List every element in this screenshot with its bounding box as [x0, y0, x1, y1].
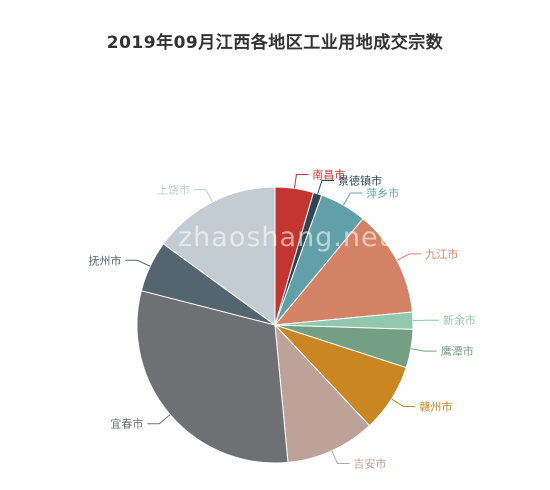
label-line-6 — [391, 398, 416, 407]
chart-title: 2019年09月江西各地区工业用地成交宗数 — [106, 33, 444, 53]
slice-label-5: 鹰潭市 — [441, 344, 474, 358]
label-line-7 — [331, 450, 350, 465]
slice-label-9: 抚州市 — [88, 253, 121, 267]
slice-label-6: 赣州市 — [419, 399, 452, 413]
label-line-10 — [193, 189, 213, 203]
slice-label-0: 南昌市 — [312, 168, 345, 182]
slice-label-1: 景德镇市 — [338, 173, 382, 187]
slice-label-7: 吉安市 — [354, 457, 387, 471]
slice-label-10: 上饶市 — [157, 183, 190, 197]
label-line-0 — [293, 174, 309, 189]
pie-slice-10[interactable] — [162, 186, 276, 326]
label-line-1 — [317, 179, 334, 194]
slice-label-2: 萍乡市 — [366, 186, 399, 200]
label-line-2 — [342, 192, 363, 206]
label-line-5 — [410, 348, 437, 352]
label-line-9 — [125, 259, 151, 267]
slice-label-3: 九江市 — [425, 247, 458, 261]
watermark: zhaoshang.net — [178, 222, 391, 253]
pie-slice-8[interactable] — [136, 290, 289, 464]
slice-label-4: 新余市 — [443, 313, 476, 327]
slice-label-8: 宜春市 — [110, 417, 143, 431]
label-line-3 — [396, 253, 422, 261]
label-line-8 — [147, 414, 171, 425]
